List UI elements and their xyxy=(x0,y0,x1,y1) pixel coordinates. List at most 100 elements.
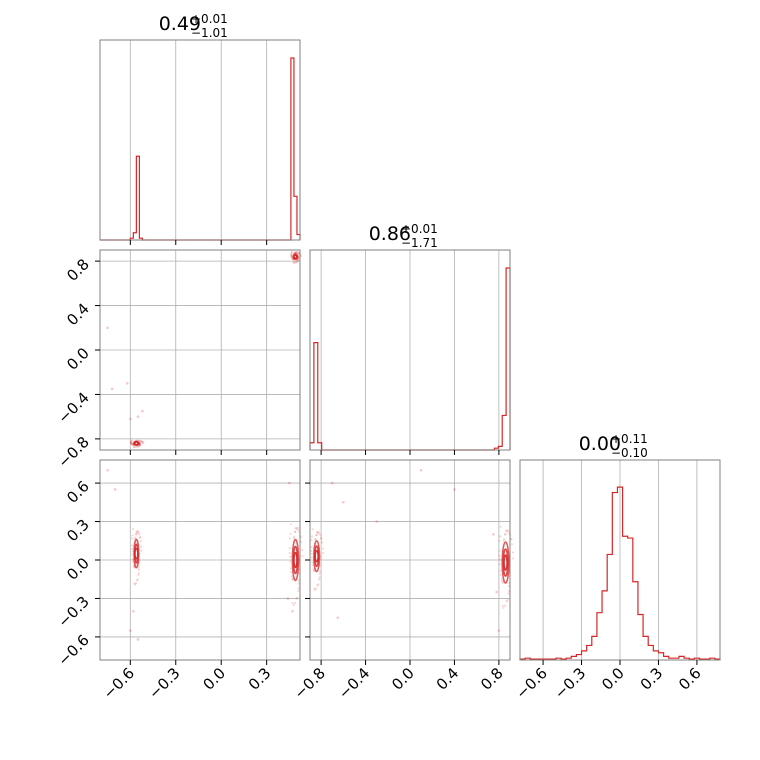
histogram-2 xyxy=(519,486,721,660)
param-title-2: 0.00 xyxy=(579,433,621,455)
sample-point xyxy=(320,537,323,540)
sample-point xyxy=(297,582,300,585)
sample-point xyxy=(133,583,137,586)
sample-point xyxy=(492,533,495,536)
sample-point xyxy=(131,550,134,553)
sample-point xyxy=(139,536,142,539)
sample-point xyxy=(135,530,138,533)
sample-point xyxy=(313,587,316,590)
sample-point xyxy=(289,523,293,526)
sample-point xyxy=(294,251,297,254)
sample-point xyxy=(290,254,293,257)
sample-point xyxy=(286,597,290,600)
sample-point xyxy=(507,531,510,534)
y-tick-label: −0.4 xyxy=(54,389,92,427)
sample-point xyxy=(294,601,297,605)
y-tick-label: 0.0 xyxy=(63,554,93,584)
sample-point xyxy=(131,534,134,537)
sample-point xyxy=(138,533,141,536)
sample-point xyxy=(129,629,132,632)
sample-point xyxy=(137,571,140,575)
x-tick-label: −0.6 xyxy=(100,664,138,702)
y-tick-label: −0.3 xyxy=(54,593,92,631)
sample-point xyxy=(296,259,299,262)
sample-point xyxy=(129,440,132,443)
sample-point xyxy=(137,568,140,571)
sample-point xyxy=(503,533,507,536)
sample-point xyxy=(289,560,292,563)
sample-point xyxy=(510,538,513,541)
sample-point xyxy=(129,441,132,444)
y-tick-label: 0.6 xyxy=(63,477,93,507)
sample-point xyxy=(319,537,322,540)
sample-point xyxy=(288,481,291,485)
sample-point xyxy=(130,443,134,446)
sample-point xyxy=(419,468,423,472)
sample-point xyxy=(139,439,142,443)
sample-point xyxy=(129,442,133,445)
sample-point xyxy=(290,255,293,258)
sample-point xyxy=(310,549,313,553)
contour-level xyxy=(503,554,508,571)
sample-point xyxy=(136,638,140,641)
sample-point xyxy=(290,255,293,258)
sample-point xyxy=(296,526,299,529)
sample-point xyxy=(310,535,314,538)
sample-point xyxy=(498,558,501,561)
sample-point xyxy=(134,536,137,539)
sample-point xyxy=(135,533,138,536)
sample-point xyxy=(318,532,321,535)
sample-point xyxy=(294,530,297,533)
sample-point xyxy=(503,538,506,541)
sample-point xyxy=(129,441,132,444)
contour-level xyxy=(293,254,298,259)
sample-point xyxy=(296,251,299,254)
sample-point xyxy=(315,587,318,590)
sample-point xyxy=(113,488,117,491)
contour-level xyxy=(134,547,139,560)
sample-point xyxy=(499,569,502,572)
sample-point xyxy=(138,536,141,539)
sample-point xyxy=(142,441,145,444)
sample-point xyxy=(141,409,144,413)
sample-point xyxy=(136,445,139,448)
sample-point xyxy=(498,539,501,543)
sample-point xyxy=(293,535,296,538)
x-tick-label: 0.8 xyxy=(477,664,507,694)
sample-point xyxy=(292,604,295,607)
x-tick-label: 0.0 xyxy=(388,664,418,694)
sample-point xyxy=(133,582,136,585)
sample-point xyxy=(291,609,294,613)
sample-point xyxy=(511,551,515,554)
sample-point xyxy=(311,528,314,531)
panel-frame-0-0 xyxy=(99,39,301,241)
sample-point xyxy=(510,543,513,546)
sample-point xyxy=(134,533,138,536)
sample-point xyxy=(319,534,322,537)
sample-point xyxy=(130,442,133,446)
x-tick-label: −0.4 xyxy=(335,664,373,702)
sample-point xyxy=(139,440,143,443)
sample-point xyxy=(288,552,291,555)
sample-point xyxy=(314,537,317,540)
sample-point xyxy=(498,554,501,557)
sample-point xyxy=(330,481,334,485)
sample-point xyxy=(318,576,321,579)
y-tick-label: 0.3 xyxy=(63,516,93,546)
sample-point xyxy=(498,563,501,566)
sample-point xyxy=(313,588,317,592)
x-tick-label: −0.6 xyxy=(512,664,550,702)
sample-point xyxy=(315,534,318,537)
sample-point xyxy=(502,606,505,609)
sample-point xyxy=(495,590,498,594)
param-title-plus-2: +0.11 xyxy=(611,432,648,446)
sample-point xyxy=(291,578,294,581)
sample-point xyxy=(506,529,510,532)
sample-point xyxy=(137,573,140,576)
contour-level xyxy=(293,551,298,569)
sample-point xyxy=(301,554,304,558)
sample-point xyxy=(499,525,502,528)
sample-point xyxy=(314,538,317,541)
sample-point xyxy=(289,567,292,570)
sample-point xyxy=(320,541,324,544)
